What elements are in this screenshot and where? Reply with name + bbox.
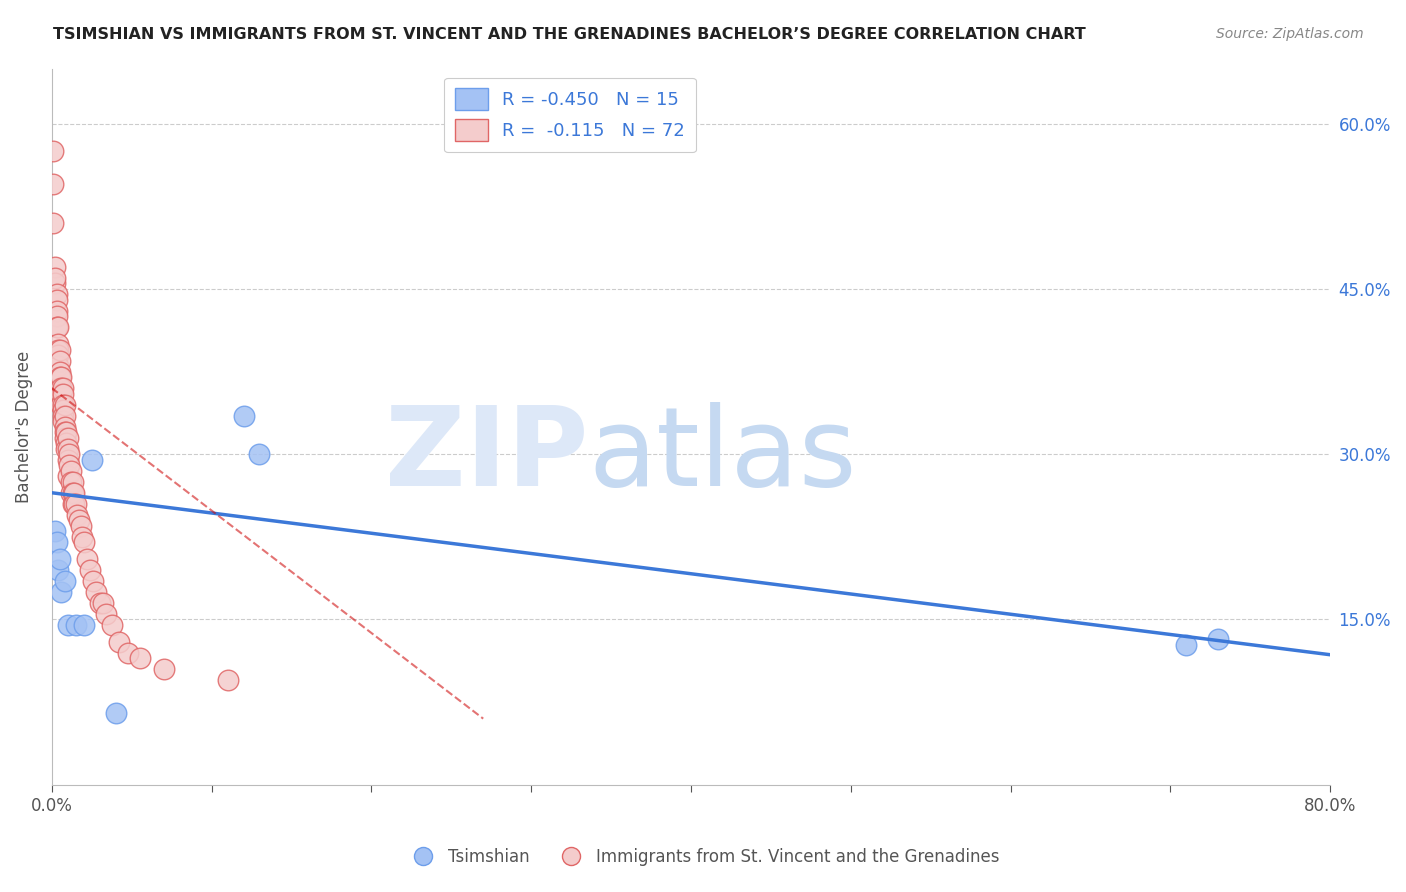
Point	[66, 508, 89, 522]
Point	[232, 409, 254, 423]
Point	[217, 673, 239, 687]
Point	[101, 618, 124, 632]
Point	[45, 304, 67, 318]
Point	[51, 585, 73, 599]
Text: TSIMSHIAN VS IMMIGRANTS FROM ST. VINCENT AND THE GRENADINES BACHELOR’S DEGREE CO: TSIMSHIAN VS IMMIGRANTS FROM ST. VINCENT…	[53, 27, 1087, 42]
Point	[46, 563, 69, 577]
Point	[62, 485, 84, 500]
Point	[80, 452, 103, 467]
Point	[55, 425, 77, 439]
Point	[59, 485, 82, 500]
Point	[56, 442, 79, 456]
Point	[56, 431, 79, 445]
Legend: R = -0.450   N = 15, R =  -0.115   N = 72: R = -0.450 N = 15, R = -0.115 N = 72	[444, 78, 696, 153]
Point	[51, 398, 73, 412]
Point	[58, 447, 80, 461]
Point	[89, 596, 111, 610]
Point	[55, 436, 77, 450]
Point	[44, 271, 66, 285]
Point	[46, 337, 69, 351]
Point	[51, 386, 73, 401]
Point	[53, 431, 76, 445]
Point	[46, 320, 69, 334]
Point	[65, 497, 87, 511]
Text: Source: ZipAtlas.com: Source: ZipAtlas.com	[1216, 27, 1364, 41]
Y-axis label: Bachelor's Degree: Bachelor's Degree	[15, 351, 32, 503]
Point	[52, 398, 75, 412]
Point	[59, 475, 82, 489]
Text: ZIP: ZIP	[385, 401, 589, 508]
Point	[65, 618, 87, 632]
Point	[55, 442, 77, 456]
Point	[53, 409, 76, 423]
Point	[76, 552, 98, 566]
Point	[1175, 638, 1198, 652]
Legend: Tsimshian, Immigrants from St. Vincent and the Grenadines: Tsimshian, Immigrants from St. Vincent a…	[399, 842, 1007, 873]
Point	[56, 469, 79, 483]
Point	[53, 574, 76, 588]
Point	[67, 513, 90, 527]
Point	[46, 359, 69, 373]
Point	[44, 277, 66, 291]
Point	[45, 287, 67, 301]
Point	[117, 646, 139, 660]
Point	[44, 260, 66, 274]
Point	[59, 464, 82, 478]
Point	[48, 353, 70, 368]
Point	[42, 144, 65, 158]
Text: atlas: atlas	[589, 401, 858, 508]
Point	[152, 662, 174, 676]
Point	[69, 518, 91, 533]
Point	[70, 530, 93, 544]
Point	[53, 398, 76, 412]
Point	[52, 414, 75, 428]
Point	[48, 552, 70, 566]
Point	[56, 452, 79, 467]
Point	[108, 634, 131, 648]
Point	[45, 310, 67, 324]
Point	[63, 497, 86, 511]
Point	[48, 343, 70, 357]
Point	[128, 651, 150, 665]
Point	[42, 178, 65, 192]
Point	[51, 381, 73, 395]
Point	[46, 348, 69, 362]
Point	[73, 535, 96, 549]
Point	[63, 485, 86, 500]
Point	[52, 409, 75, 423]
Point	[73, 618, 96, 632]
Point	[79, 563, 101, 577]
Point	[45, 320, 67, 334]
Point	[52, 381, 75, 395]
Point	[104, 706, 127, 720]
Point	[46, 343, 69, 357]
Point	[51, 370, 73, 384]
Point	[62, 497, 84, 511]
Point	[48, 381, 70, 395]
Point	[45, 535, 67, 549]
Point	[62, 475, 84, 489]
Point	[44, 524, 66, 539]
Point	[45, 293, 67, 307]
Point	[82, 574, 104, 588]
Point	[52, 386, 75, 401]
Point	[249, 447, 271, 461]
Point	[91, 596, 114, 610]
Point	[53, 425, 76, 439]
Point	[94, 607, 117, 621]
Point	[53, 419, 76, 434]
Point	[86, 585, 108, 599]
Point	[52, 403, 75, 417]
Point	[56, 618, 79, 632]
Point	[48, 370, 70, 384]
Point	[42, 216, 65, 230]
Point	[1208, 632, 1230, 647]
Point	[58, 458, 80, 473]
Point	[48, 365, 70, 379]
